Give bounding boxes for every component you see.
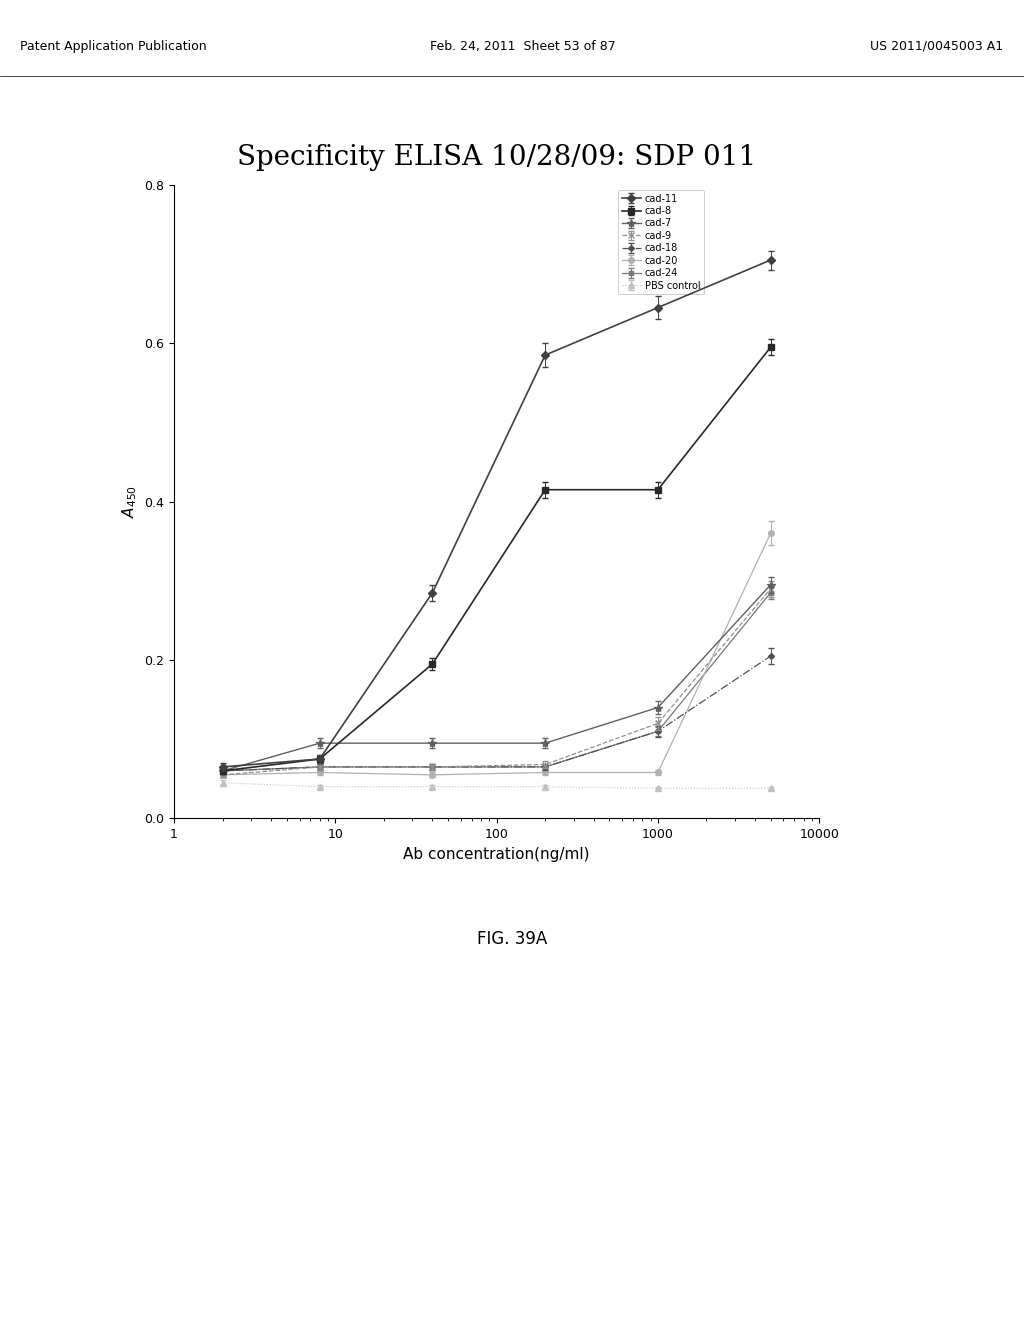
Title: Specificity ELISA 10/28/09: SDP 011: Specificity ELISA 10/28/09: SDP 011 — [237, 144, 757, 172]
Text: US 2011/0045003 A1: US 2011/0045003 A1 — [870, 40, 1004, 53]
Text: FIG. 39A: FIG. 39A — [477, 929, 547, 948]
Text: Feb. 24, 2011  Sheet 53 of 87: Feb. 24, 2011 Sheet 53 of 87 — [430, 40, 615, 53]
X-axis label: Ab concentration(ng/ml): Ab concentration(ng/ml) — [403, 846, 590, 862]
Legend: cad-11, cad-8, cad-7, cad-9, cad-18, cad-20, cad-24, PBS control: cad-11, cad-8, cad-7, cad-9, cad-18, cad… — [617, 190, 705, 294]
Y-axis label: $A_{450}$: $A_{450}$ — [120, 486, 139, 517]
Text: Patent Application Publication: Patent Application Publication — [20, 40, 207, 53]
